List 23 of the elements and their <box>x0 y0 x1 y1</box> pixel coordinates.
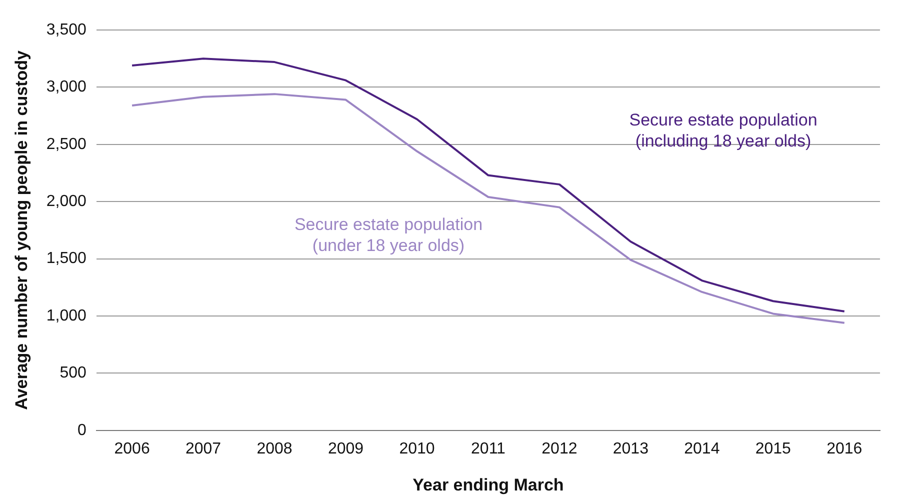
x-tick-label: 2013 <box>612 440 649 458</box>
y-tick-label: 2,000 <box>46 193 87 210</box>
x-tick-label: 2016 <box>826 440 862 458</box>
x-tick-label: 2009 <box>328 440 364 458</box>
y-tick-label: 3,500 <box>46 21 87 38</box>
x-tick-label: 2006 <box>114 440 150 458</box>
y-tick-label: 0 <box>78 422 87 439</box>
y-tick-label: 500 <box>60 364 87 382</box>
y-tick-label: 2,500 <box>46 136 87 153</box>
x-tick-label: 2015 <box>755 440 792 458</box>
x-tick-label: 2014 <box>684 440 720 458</box>
series-label: Secure estate population (under 18 year olds) <box>294 215 483 256</box>
x-axis-title: Year ending March <box>412 475 564 494</box>
y-axis-title: Average number of young people in custody <box>12 50 31 410</box>
x-tick-label: 2011 <box>471 440 506 458</box>
x-tick-label: 2008 <box>256 440 292 458</box>
x-tick-label: 2010 <box>399 440 435 458</box>
text: Secure estate population (including 18 year olds) <box>629 110 818 151</box>
y-tick-label: 3,000 <box>46 78 87 96</box>
y-tick-label: 1,000 <box>46 307 87 324</box>
x-tick-label: 2007 <box>185 440 222 458</box>
y-tick-label: 1,500 <box>46 250 87 268</box>
x-tick-label: 2012 <box>542 440 578 458</box>
